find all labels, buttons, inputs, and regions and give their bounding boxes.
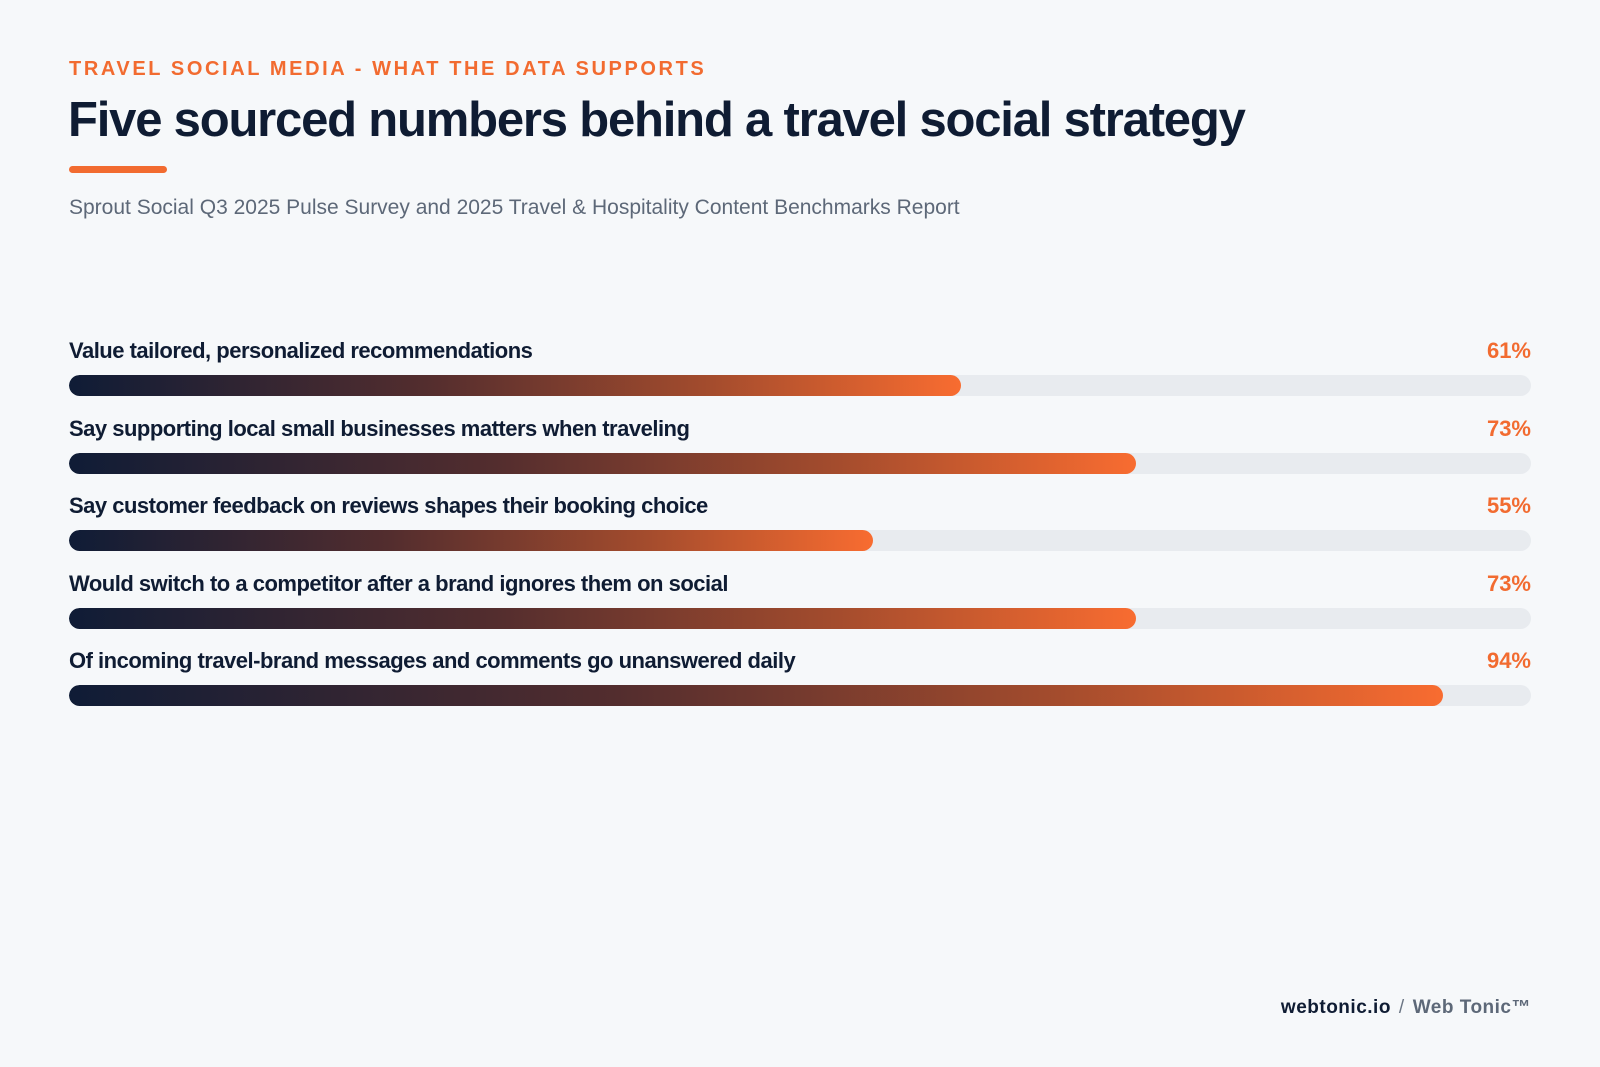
footer-separator: /	[1398, 997, 1405, 1018]
bar-fill	[69, 530, 874, 551]
title-accent-line	[69, 166, 167, 173]
bar-track	[69, 375, 1531, 396]
bar-row: Of incoming travel-brand messages and co…	[69, 648, 1531, 726]
bar-value-label: 73%	[1486, 570, 1531, 596]
footer-brand: Web Tonic™	[1412, 997, 1531, 1018]
bar-track	[69, 530, 1531, 551]
bar-fill	[69, 607, 1137, 629]
bar-label: Would switch to a competitor after a bra…	[69, 570, 728, 596]
bar-row: Would switch to a competitor after a bra…	[69, 571, 1531, 649]
bar-row: Say supporting local small businesses ma…	[69, 416, 1531, 494]
bar-fill	[69, 375, 961, 396]
bar-label: Say supporting local small businesses ma…	[69, 415, 690, 441]
bar-fill	[69, 452, 1137, 474]
bar-label: Value tailored, personalized recommendat…	[69, 338, 533, 363]
footer-site: webtonic.io	[1280, 997, 1391, 1018]
bar-value-label: 73%	[1486, 415, 1531, 441]
page-title: Five sourced numbers behind a travel soc…	[68, 93, 1246, 147]
eyebrow-label: TRAVEL SOCIAL MEDIA - WHAT THE DATA SUPP…	[69, 58, 707, 80]
bar-label: Of incoming travel-brand messages and co…	[69, 648, 796, 673]
bar-chart: Value tailored, personalized recommendat…	[69, 338, 1531, 726]
bar-track	[69, 685, 1531, 706]
bar-fill	[69, 685, 1444, 706]
bar-value-label: 55%	[1486, 493, 1531, 518]
bar-label: Say customer feedback on reviews shapes …	[69, 493, 708, 518]
bar-value-label: 94%	[1486, 648, 1531, 673]
bar-row: Say customer feedback on reviews shapes …	[69, 493, 1531, 571]
bar-row: Value tailored, personalized recommendat…	[69, 338, 1531, 416]
bar-track	[69, 452, 1531, 474]
source-subtitle: Sprout Social Q3 2025 Pulse Survey and 2…	[69, 196, 960, 219]
footer-credit: webtonic.io / Web Tonic™	[1281, 997, 1531, 1019]
bar-track	[69, 607, 1531, 629]
bar-value-label: 61%	[1486, 338, 1531, 363]
